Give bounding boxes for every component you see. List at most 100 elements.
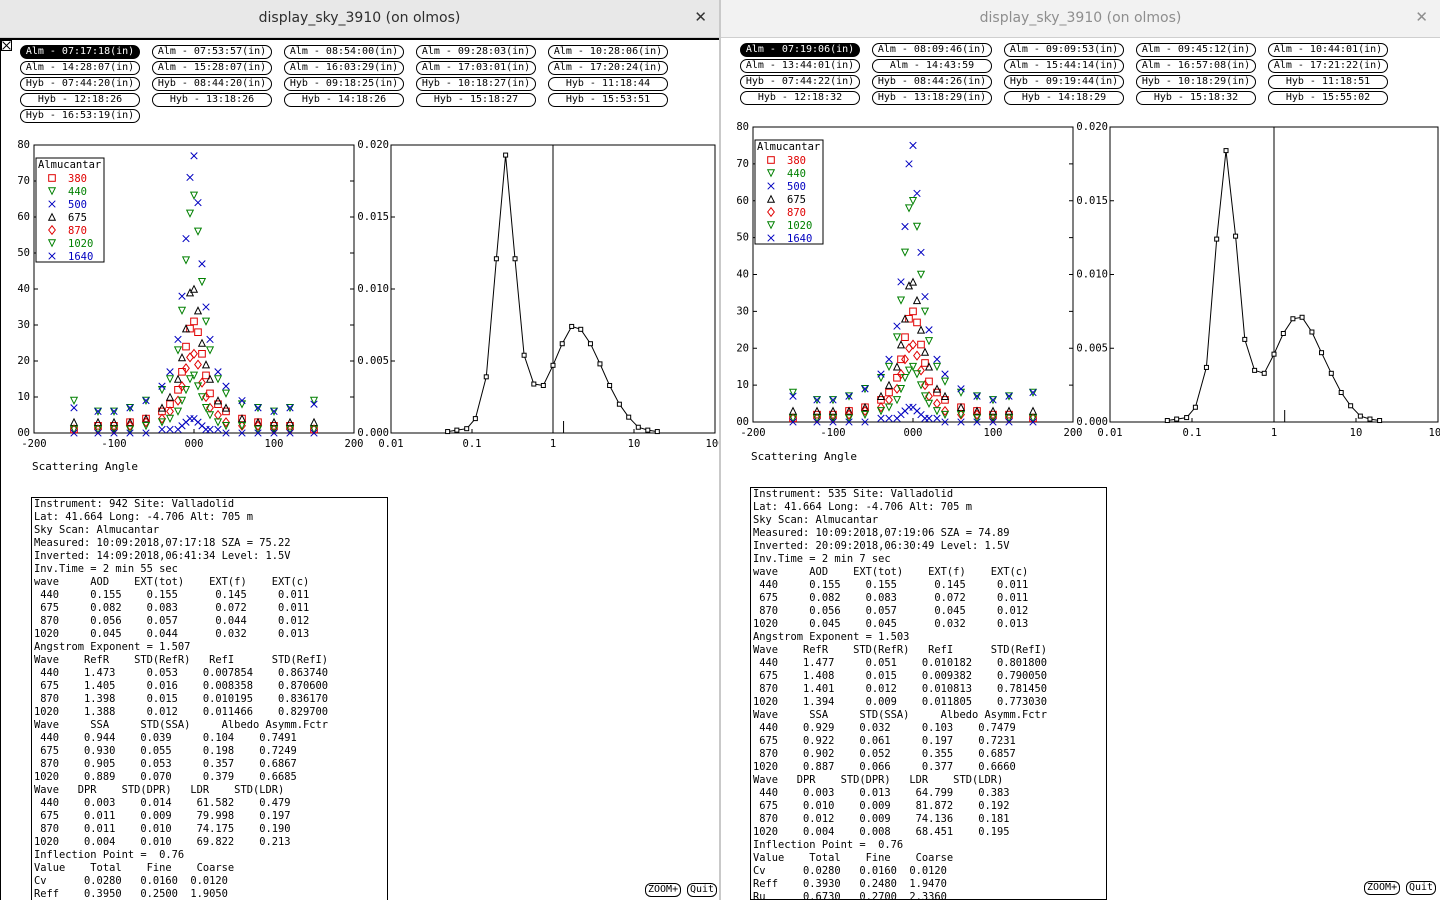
close-icon[interactable]: ✕ (1415, 8, 1428, 26)
scan-button[interactable]: Alm - 10:44:01(in) (1268, 43, 1388, 57)
scan-button[interactable]: Hyb - 09:19:44(in) (1004, 75, 1124, 89)
scan-button[interactable]: Alm - 07:19:06(in) (740, 43, 860, 57)
x-tick-label: 200 (1064, 427, 1083, 439)
data-point-1020 (125, 425, 135, 434)
data-point-440 (285, 404, 295, 413)
data-point-870 (126, 420, 134, 431)
data-point-675 (201, 360, 211, 369)
data-point-500 (861, 385, 869, 393)
size-distribution-point (1280, 331, 1286, 336)
scan-button[interactable]: Alm - 13:44:01(in) (740, 59, 860, 73)
results-line: Wave SSA STD(SSA) Albedo Asymm.Fctr (753, 709, 1048, 721)
scan-button[interactable]: Hyb - 11:18:44 (548, 77, 668, 91)
y-tick-label: 10 (17, 391, 30, 403)
scan-button[interactable]: Hyb - 13:18:26 (152, 93, 272, 107)
size-distribution-point (1242, 336, 1248, 342)
data-point-1020 (221, 422, 231, 431)
data-point-440 (173, 346, 183, 355)
scan-button[interactable]: Hyb - 12:18:32 (740, 91, 860, 105)
x-tick-label: 000 (185, 438, 204, 450)
scan-button[interactable]: Alm - 17:03:01(in) (416, 61, 536, 75)
x-tick-label: 10 (628, 438, 641, 450)
quit-button[interactable]: Quit (1406, 881, 1437, 895)
scan-button[interactable]: Hyb - 14:18:29 (1004, 91, 1124, 105)
scan-button[interactable]: Hyb - 15:55:02 (1268, 91, 1388, 105)
scan-button[interactable]: Alm - 14:43:59 (872, 59, 992, 73)
data-point-1020 (916, 381, 926, 390)
data-point-1640 (813, 418, 821, 426)
data-point-870 (941, 405, 949, 417)
scan-button[interactable]: Hyb - 12:18:26 (20, 93, 140, 107)
data-point-870 (186, 352, 194, 363)
data-point-675 (876, 391, 886, 400)
inversion-results-panel: Instrument: 942 Site: Valladolid Lat: 41.… (31, 497, 388, 900)
data-point-870 (142, 417, 150, 428)
data-point-380 (198, 350, 206, 358)
data-point-1640 (286, 429, 294, 437)
zoom-button[interactable]: ZOOM+ (645, 883, 682, 897)
legend-label: 500 (787, 181, 806, 193)
scan-button[interactable]: Hyb - 11:18:51 (1268, 75, 1388, 89)
scan-button[interactable]: Alm - 09:09:53(in) (1004, 43, 1124, 57)
data-point-675 (193, 306, 203, 315)
scan-button[interactable]: Alm - 15:28:07(in) (152, 61, 272, 75)
data-point-675 (916, 325, 926, 334)
scan-button[interactable]: Hyb - 15:18:27 (416, 93, 536, 107)
scan-button[interactable]: Hyb - 15:53:51 (548, 93, 668, 107)
quit-button[interactable]: Quit (687, 883, 718, 897)
scan-button[interactable]: Alm - 09:28:03(in) (416, 45, 536, 59)
size-distribution-point (483, 374, 489, 380)
scan-button[interactable]: Hyb - 16:53:19(in) (20, 109, 140, 123)
size-distribution-point (503, 152, 509, 158)
scan-button[interactable]: Hyb - 10:18:27(in) (416, 77, 536, 91)
scan-button[interactable]: Alm - 07:17:18(in) (20, 45, 140, 59)
size-distribution-point (1164, 418, 1170, 424)
scan-button[interactable]: Alm - 14:28:07(in) (20, 61, 140, 75)
legend-marker-1020 (47, 239, 57, 248)
scan-button[interactable]: Alm - 09:45:12(in) (1136, 43, 1256, 57)
scan-button[interactable]: Hyb - 15:18:32 (1136, 91, 1256, 105)
data-point-1020 (844, 414, 854, 423)
data-point-675 (205, 374, 215, 383)
scan-button[interactable]: Alm - 17:21:22(in) (1268, 59, 1388, 73)
results-line: Value Total Fine Coarse (753, 852, 954, 864)
data-point-440 (932, 362, 942, 372)
scan-button[interactable]: Hyb - 09:18:25(in) (284, 77, 404, 91)
data-point-675 (932, 384, 942, 393)
y-tick-label: 0.010 (357, 283, 389, 295)
scan-button[interactable]: Alm - 07:53:57(in) (152, 45, 272, 59)
window-titlebar[interactable]: display_sky_3910 (on olmos) ✕ (721, 0, 1440, 38)
close-icon[interactable]: ✕ (694, 8, 707, 26)
data-point-1640 (126, 429, 134, 437)
scan-button[interactable]: Hyb - 07:44:22(in) (740, 75, 860, 89)
scan-button[interactable]: Hyb - 08:44:20(in) (152, 77, 272, 91)
scan-button[interactable]: Alm - 10:28:06(in) (548, 45, 668, 59)
y-tick-label: 50 (17, 247, 30, 259)
data-point-1640 (925, 414, 933, 422)
size-distribution-point (464, 426, 470, 432)
zoom-button[interactable]: ZOOM+ (1364, 881, 1401, 895)
results-line: Instrument: 942 Site: Valladolid (34, 498, 235, 510)
scan-button[interactable]: Alm - 17:20:24(in) (548, 61, 668, 75)
data-point-500 (877, 370, 885, 378)
scan-button[interactable]: Hyb - 14:18:26 (284, 93, 404, 107)
scan-button[interactable]: Hyb - 08:44:26(in) (872, 75, 992, 89)
window-titlebar[interactable]: display_sky_3910 (on olmos) ✕ (0, 0, 719, 38)
data-point-440 (956, 388, 966, 397)
data-point-1640 (941, 418, 949, 426)
scan-button[interactable]: Hyb - 13:18:29(in) (872, 91, 992, 105)
scan-button[interactable]: Hyb - 07:44:20(in) (20, 77, 140, 91)
y-tick-label: 70 (736, 158, 749, 170)
size-distribution-point (1271, 351, 1277, 357)
scan-button[interactable]: Alm - 16:03:29(in) (284, 61, 404, 75)
size-distribution-point (512, 256, 518, 262)
scan-button[interactable]: Alm - 16:57:08(in) (1136, 59, 1256, 73)
results-line: Wave DPR STD(DPR) LDR STD(LDR) (34, 784, 285, 796)
close-box-icon[interactable] (1, 40, 12, 51)
scan-button[interactable]: Alm - 15:44:14(in) (1004, 59, 1124, 73)
scan-button[interactable]: Alm - 08:54:00(in) (284, 45, 404, 59)
size-distribution-point (1319, 350, 1325, 356)
data-point-1640 (166, 425, 174, 434)
scan-button[interactable]: Hyb - 10:18:29(in) (1136, 75, 1256, 89)
scan-button[interactable]: Alm - 08:09:46(in) (872, 43, 992, 57)
